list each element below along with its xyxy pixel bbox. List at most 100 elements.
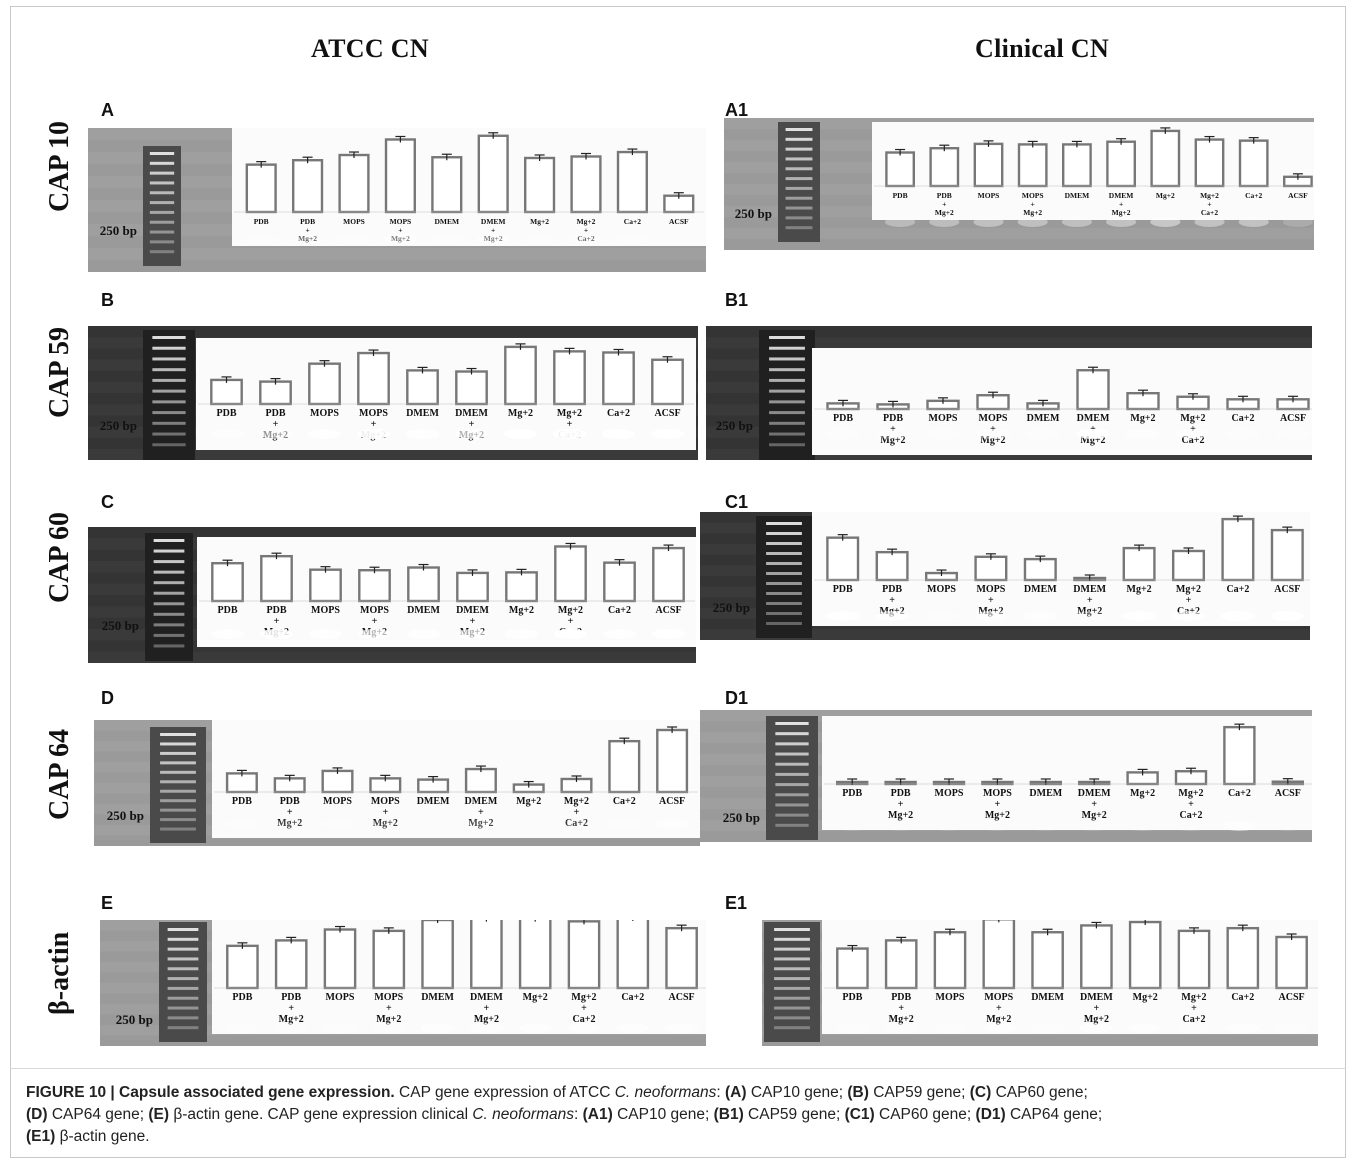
ladder-band (153, 581, 185, 585)
ladder-band (167, 1026, 199, 1030)
lane-label: Mg+2 (509, 605, 534, 616)
gel-band (875, 429, 911, 439)
gel-texture (88, 326, 698, 338)
ladder-band (775, 732, 809, 736)
row-label-cap60: CAP 60 (44, 512, 75, 603)
ladder-band (153, 623, 185, 627)
bar (260, 554, 293, 603)
gel-and-bar-chart: 250 bpPDBPDB+Mg+2MOPSMOPS+Mg+2DMEMDMEM+M… (88, 527, 696, 663)
gel-band (1079, 1023, 1114, 1033)
gel-band (225, 819, 259, 829)
ladder-band (769, 368, 805, 372)
bar (929, 147, 960, 188)
lane-label: + (1119, 200, 1123, 209)
bar (616, 920, 650, 990)
bar (1275, 935, 1308, 990)
ladder-band (160, 808, 196, 812)
lane-label: + (1191, 1003, 1197, 1014)
ladder-lane (143, 146, 181, 266)
ladder-band (167, 1006, 199, 1010)
lane-label: DMEM (465, 796, 498, 807)
lane-label: MOPS (927, 584, 956, 595)
gel-band (1106, 217, 1137, 227)
ladder-band (153, 633, 185, 637)
gel-band (1125, 429, 1161, 439)
gel-band (405, 429, 440, 439)
lane-label: ACSF (1288, 191, 1308, 200)
gel-band (1270, 611, 1305, 621)
gel-band (420, 1023, 455, 1033)
caption-text: β-actin gene. CAP gene expression clinic… (169, 1106, 473, 1123)
ladder-band (153, 612, 185, 616)
lane-label: Mg+2 (571, 992, 596, 1003)
lane-label: + (1087, 595, 1093, 606)
gel-band (369, 819, 402, 829)
gel-texture (88, 527, 696, 539)
lane-label: Mg+2 (530, 217, 549, 226)
lane-label: MOPS (371, 796, 400, 807)
ladder-band (149, 152, 175, 155)
bar (567, 920, 601, 990)
lane-label: Mg+2 (523, 992, 548, 1003)
ladder-lane (756, 516, 812, 638)
lane-label: + (898, 799, 904, 810)
gel-band (291, 234, 324, 244)
marker-label-250bp: 250 bp (116, 1012, 153, 1027)
caption-organism: C. neoformans (614, 1084, 717, 1101)
ladder-band (152, 432, 186, 436)
gel-band (651, 629, 686, 639)
ladder-band (769, 411, 805, 415)
column-header-clinical: Clinical CN (975, 34, 1110, 63)
lane-label: PDB (882, 584, 902, 595)
panel-cap10-atcc: 250 bp PDB PDB + Mg+2 MOPS MOPS + Mg+2 DMEM DMEM + M… (88, 128, 706, 272)
lane-label: Ca+2 (1180, 810, 1203, 821)
lane-label: + (1207, 200, 1211, 209)
lane-label: MOPS (359, 408, 388, 419)
marker-label-250bp: 250 bp (716, 418, 753, 433)
caption-figure-label: FIGURE 10 | Capsule associated gene expr… (26, 1084, 395, 1101)
gel-band (1221, 611, 1255, 621)
bar (1150, 129, 1181, 188)
bar (603, 561, 636, 603)
panel-cap59-clinical: 250 bpPDBPDB+Mg+2MOPSMOPS+Mg+2DMEMDMEM+M… (706, 326, 1312, 460)
gel-band (553, 629, 588, 639)
lane-label: ACSF (1275, 788, 1301, 799)
lane-label: DMEM (1077, 413, 1110, 424)
panel-label-a1: A1 (725, 100, 749, 120)
ladder-band (785, 186, 813, 190)
bar (826, 536, 860, 582)
panel-label-d1: D1 (725, 688, 749, 708)
ladder-band (775, 803, 809, 807)
gel-band (308, 629, 343, 639)
bar (1238, 139, 1269, 188)
bar (358, 569, 391, 603)
lane-label: Mg+2 (980, 435, 1005, 446)
ladder-lane (759, 330, 815, 460)
ladder-band (775, 813, 809, 817)
bar (431, 156, 463, 214)
ladder-band (774, 928, 810, 931)
lane-label: DMEM (1024, 584, 1057, 595)
gel-band (273, 819, 306, 829)
lane-label: DMEM (1073, 584, 1106, 595)
gel-band (567, 1023, 601, 1033)
bar (504, 345, 537, 406)
gel-band (259, 629, 294, 639)
gel-band (616, 234, 649, 244)
lane-label: + (491, 226, 495, 235)
lane-label: Ca+2 (1228, 788, 1251, 799)
gel-band (455, 629, 490, 639)
bar (616, 150, 648, 214)
caption-ref-a: (A) (725, 1084, 747, 1101)
ladder-band (152, 411, 186, 415)
lane-label: Ca+2 (1232, 413, 1255, 424)
lane-label: Mg+2 (1127, 584, 1152, 595)
ladder-band (785, 177, 813, 181)
bar (456, 571, 489, 603)
gel-texture (724, 228, 1314, 239)
gel-band (602, 629, 637, 639)
bar (524, 156, 556, 214)
gel-band (469, 1023, 504, 1033)
